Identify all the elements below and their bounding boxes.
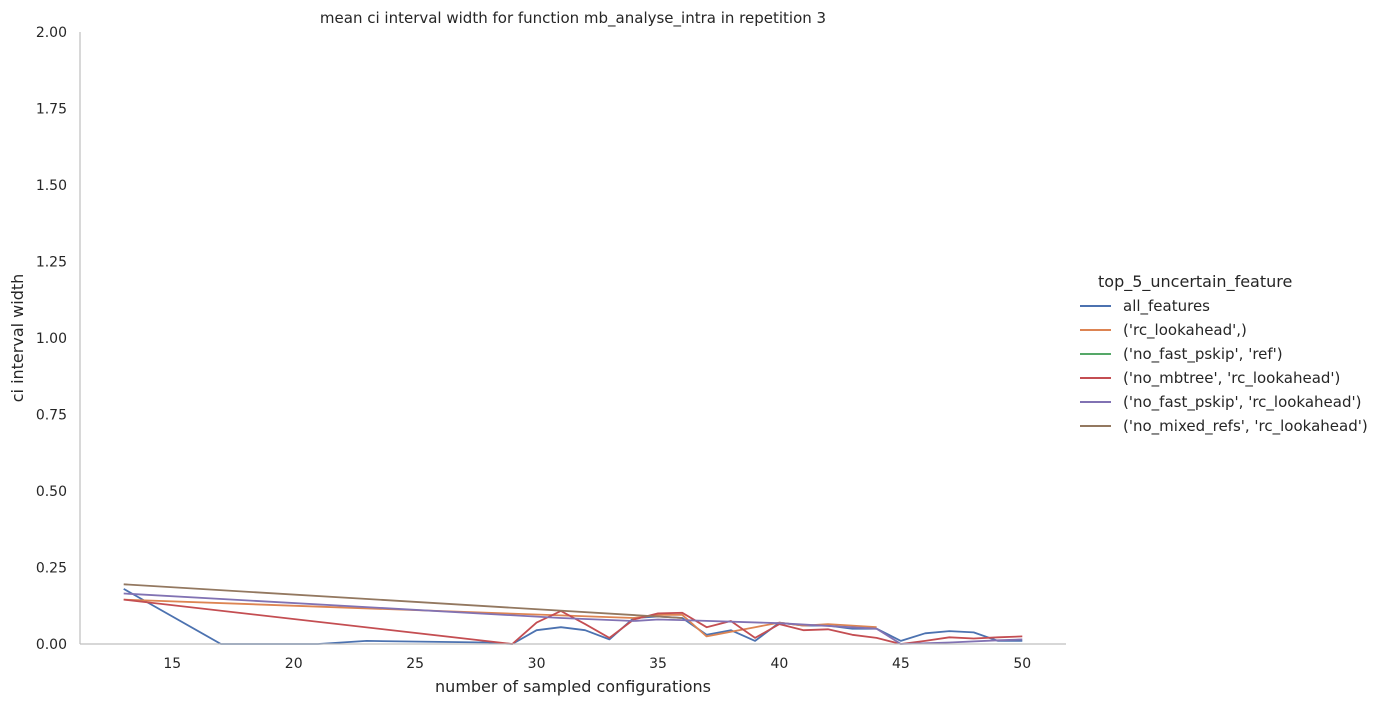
x-tick-label: 25 <box>406 656 424 672</box>
legend-label-4: ('no_mbtree', 'rc_lookahead') <box>1123 369 1340 388</box>
x-tick-label: 35 <box>649 656 667 672</box>
legend-items: all_features ('rc_lookahead',) ('no_fast_p… <box>1080 297 1368 436</box>
series-line-2 <box>123 598 877 638</box>
y-tick-label: 1.00 <box>36 331 67 347</box>
series-line-6 <box>123 583 683 619</box>
legend-label-3: ('no_fast_pskip', 'ref') <box>1123 345 1283 364</box>
chart-title: mean ci interval width for function mb_a… <box>320 9 826 28</box>
x-tick-labels: 15 20 25 30 35 40 45 50 <box>163 656 1031 672</box>
x-tick-label: 50 <box>1013 656 1031 672</box>
series-line-4 <box>123 598 1023 645</box>
series-layer <box>123 583 1023 645</box>
legend-label-6: ('no_mixed_refs', 'rc_lookahead') <box>1123 417 1368 436</box>
y-tick-label: 1.75 <box>36 102 67 118</box>
legend-label-2: ('rc_lookahead',) <box>1123 321 1247 340</box>
x-axis-label: number of sampled configurations <box>435 677 711 696</box>
x-tick-label: 40 <box>771 656 789 672</box>
y-tick-label: 2.00 <box>36 25 67 41</box>
x-tick-label: 20 <box>285 656 303 672</box>
series-line-5 <box>123 592 1023 645</box>
y-tick-label: 0.50 <box>36 484 67 500</box>
legend: top_5_uncertain_feature all_features ('rc… <box>1080 272 1368 436</box>
y-tick-label: 1.50 <box>36 178 67 194</box>
x-tick-label: 15 <box>163 656 181 672</box>
legend-label-5: ('no_fast_pskip', 'rc_lookahead') <box>1123 393 1361 412</box>
y-tick-label: 0.75 <box>36 408 67 424</box>
x-tick-label: 45 <box>892 656 910 672</box>
plot-area: 0.00 0.25 0.50 0.75 1.00 1.25 1.50 1.75 2.00 15 2… <box>36 25 1066 672</box>
y-tick-labels: 0.00 0.25 0.50 0.75 1.00 1.25 1.50 1.75 2.00 <box>36 25 67 653</box>
y-tick-label: 0.00 <box>36 637 67 653</box>
y-axis-label: ci interval width <box>8 274 27 403</box>
legend-title: top_5_uncertain_feature <box>1098 272 1292 292</box>
x-tick-label: 30 <box>528 656 546 672</box>
y-tick-label: 1.25 <box>36 255 67 271</box>
y-tick-label: 0.25 <box>36 561 67 577</box>
legend-label-1: all_features <box>1123 297 1210 316</box>
